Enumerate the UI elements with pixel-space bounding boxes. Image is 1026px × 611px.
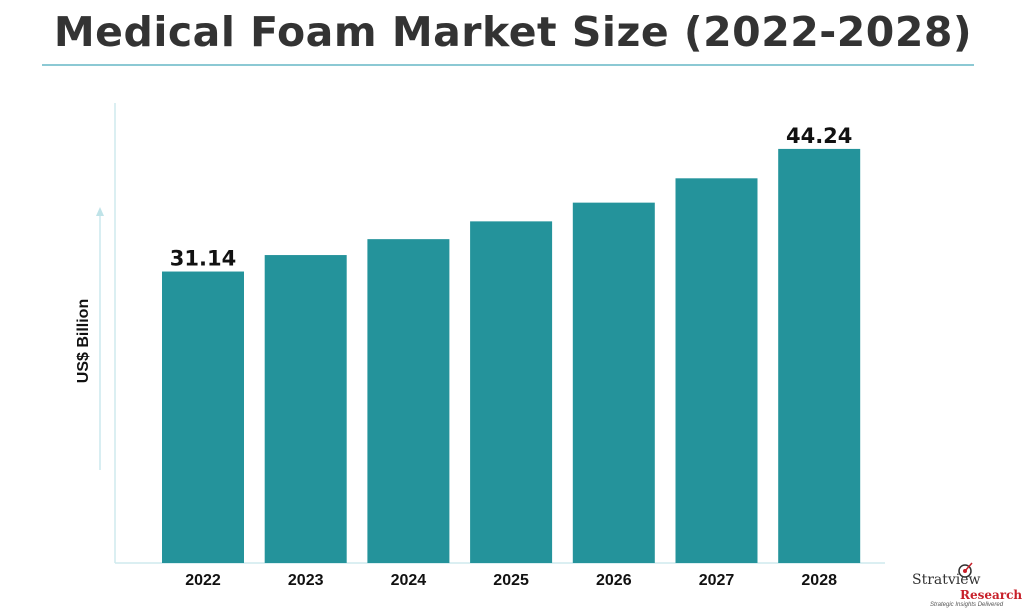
logo-brand-top: Stratview bbox=[912, 572, 981, 588]
y-axis-arrow-head bbox=[96, 207, 104, 216]
data-label-2028: 44.24 bbox=[786, 124, 852, 148]
x-tick-label-2027: 2027 bbox=[699, 572, 735, 589]
x-tick-label-2028: 2028 bbox=[801, 572, 837, 589]
y-axis-label: US$ Billion bbox=[75, 299, 92, 383]
x-tick-label-2024: 2024 bbox=[391, 572, 427, 589]
stratview-logo: Stratview Research Strategic Insights De… bbox=[912, 562, 1022, 610]
data-label-2022: 31.14 bbox=[170, 247, 236, 271]
title-divider bbox=[42, 64, 974, 66]
bar-2027 bbox=[675, 178, 758, 563]
bar-2028 bbox=[778, 148, 861, 563]
x-tick-label-2022: 2022 bbox=[185, 572, 221, 589]
logo-tagline: Strategic Insights Delivered bbox=[930, 602, 1004, 608]
bar-2026 bbox=[572, 202, 655, 563]
bar-2024 bbox=[367, 239, 450, 564]
bar-2022 bbox=[162, 271, 244, 563]
bar-2023 bbox=[264, 255, 347, 563]
x-tick-label-2025: 2025 bbox=[493, 572, 529, 589]
logo-brand-bottom: Research bbox=[960, 588, 1023, 602]
chart-title: Medical Foam Market Size (2022-2028) bbox=[53, 8, 973, 56]
logo-target-icon bbox=[958, 562, 973, 578]
x-tick-label-2026: 2026 bbox=[596, 572, 632, 589]
x-tick-label-2023: 2023 bbox=[288, 572, 324, 589]
bar-2025 bbox=[470, 221, 553, 564]
